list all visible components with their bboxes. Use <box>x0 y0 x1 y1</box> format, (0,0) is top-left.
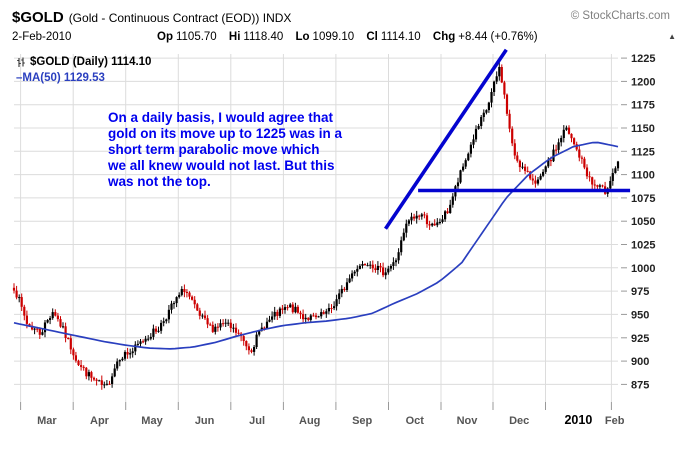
svg-text:925: 925 <box>631 333 649 345</box>
high-quote: Hi 1118.40 <box>229 31 283 43</box>
close-quote: Cl 1114.10 <box>366 31 420 43</box>
high-value: 1118.40 <box>243 31 284 43</box>
close-value: 1114.10 <box>380 31 421 43</box>
chart-header: $GOLD (Gold - Continuous Contract (EOD)) … <box>12 9 672 29</box>
price-chart: Mar Apr May Jun Jul Aug Sep Oct Nov Dec 2010 Feb 122… <box>12 48 655 427</box>
svg-text:1225: 1225 <box>631 53 655 65</box>
svg-text:Nov: Nov <box>457 415 479 427</box>
ma-line-icon: – <box>16 72 23 84</box>
svg-text:1200: 1200 <box>631 76 655 88</box>
svg-text:1025: 1025 <box>631 240 655 252</box>
svg-text:1125: 1125 <box>631 146 655 158</box>
svg-text:900: 900 <box>631 356 649 368</box>
low-quote: Lo 1099.10 <box>295 31 354 43</box>
symbol-subtitle: (Gold - Continuous Contract (EOD)) INDX <box>68 11 292 25</box>
legend-ma-label: MA(50) 1129.53 <box>22 72 105 84</box>
svg-text:1150: 1150 <box>631 123 655 135</box>
low-value: 1099.10 <box>312 31 355 43</box>
legend-price-series: $GOLD (Daily) 1114.10 <box>16 55 151 70</box>
quote-date: 2-Feb-2010 <box>12 31 72 43</box>
low-label: Lo <box>295 31 310 43</box>
high-label: Hi <box>228 31 241 43</box>
open-value: 1105.70 <box>175 31 217 43</box>
quote-info-row: 2-Feb-2010 Op 1105.70 Hi 1118.40 Lo 1099.10… <box>12 31 676 47</box>
change-label: Chg <box>432 31 456 43</box>
copyright-text: © StockCharts.com <box>570 10 670 22</box>
svg-text:875: 875 <box>631 379 649 391</box>
candlestick-icon <box>17 57 25 67</box>
quote-values: Op 1105.70 Hi 1118.40 Lo 1099.10 Cl 1114.10 … <box>148 31 538 43</box>
svg-text:2010: 2010 <box>564 413 592 427</box>
svg-text:Feb: Feb <box>605 415 625 427</box>
svg-text:1050: 1050 <box>631 216 655 228</box>
open-quote: Op 1105.70 <box>157 31 217 43</box>
legend-ma-series: –MA(50) 1129.53 <box>16 71 151 86</box>
svg-text:Oct: Oct <box>406 415 425 427</box>
open-label: Op <box>157 31 173 43</box>
svg-text:950: 950 <box>631 309 649 321</box>
annotation-note: On a daily basis, I would agree that gol… <box>108 110 343 189</box>
svg-text:975: 975 <box>631 286 649 298</box>
svg-text:Dec: Dec <box>509 415 529 427</box>
close-label: Cl <box>366 31 378 43</box>
svg-text:1100: 1100 <box>631 170 655 182</box>
svg-text:1175: 1175 <box>631 100 655 112</box>
change-quote: Chg +8.44 (+0.76%) <box>433 31 538 43</box>
up-arrow-icon: ▲ <box>668 32 676 41</box>
svg-text:May: May <box>141 415 163 427</box>
svg-text:Jun: Jun <box>195 415 215 427</box>
change-value: +8.44 (+0.76%) <box>458 31 538 43</box>
chart-legend: $GOLD (Daily) 1114.10 –MA(50) 1129.53 <box>16 55 151 86</box>
svg-text:Jul: Jul <box>249 415 265 427</box>
svg-text:1000: 1000 <box>631 263 655 275</box>
chart-area: Mar Apr May Jun Jul Aug Sep Oct Nov Dec 2010 Feb 122… <box>0 46 682 452</box>
svg-text:Mar: Mar <box>37 415 57 427</box>
svg-text:Apr: Apr <box>90 415 110 427</box>
symbol-title: $GOLD <box>12 9 64 26</box>
svg-text:1075: 1075 <box>631 193 655 205</box>
legend-price-label: $GOLD (Daily) 1114.10 <box>30 56 152 68</box>
svg-text:Sep: Sep <box>352 415 372 427</box>
svg-text:Aug: Aug <box>299 415 320 427</box>
